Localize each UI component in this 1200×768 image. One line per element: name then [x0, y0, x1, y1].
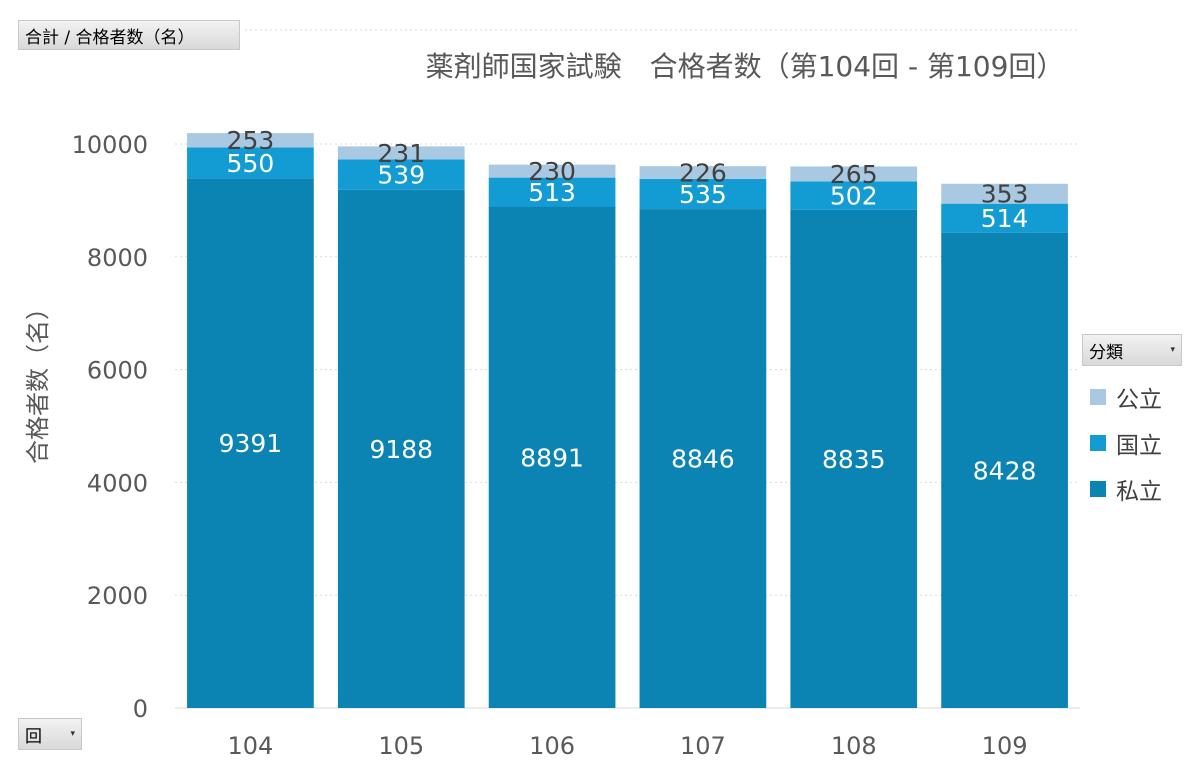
- data-label: 8891: [520, 443, 584, 472]
- x-tick-label: 105: [378, 732, 424, 760]
- bar-segment: [790, 181, 918, 210]
- data-label: 513: [528, 178, 576, 207]
- x-tick-label: 106: [529, 732, 575, 760]
- x-tick-label: 109: [982, 732, 1028, 760]
- chart-title: 薬剤師国家試験 合格者数（第104回 - 第109回）: [426, 50, 1065, 83]
- legend-item-national[interactable]: 国立: [1090, 420, 1162, 466]
- values-field-label: 合計 / 合格者数（名）: [25, 27, 195, 48]
- bar-segment: [790, 166, 918, 182]
- legend-field-label: 分類: [1089, 342, 1123, 363]
- x-tick-label: 108: [831, 732, 877, 760]
- legend-swatch: [1090, 481, 1106, 497]
- y-tick-label: 8000: [87, 244, 148, 272]
- y-tick-label: 2000: [87, 582, 148, 610]
- bar-segment: [337, 189, 465, 708]
- bar-segment: [187, 133, 314, 148]
- bar-segment: [187, 178, 314, 708]
- y-tick-label: 4000: [87, 469, 148, 497]
- bars: [187, 133, 1068, 708]
- bar-segment: [488, 164, 616, 178]
- legend-label: 国立: [1116, 433, 1162, 459]
- gridlines: [175, 143, 1080, 709]
- axis-field-button[interactable]: 回 ▾: [18, 718, 82, 750]
- bar-segment: [639, 209, 767, 708]
- data-label: 9391: [219, 429, 283, 458]
- bar-segment: [941, 232, 1068, 708]
- y-tick-label: 6000: [87, 357, 148, 385]
- bar-segment: [941, 183, 1068, 204]
- data-label: 539: [377, 161, 425, 190]
- data-label: 230: [528, 157, 576, 186]
- data-label: 535: [679, 180, 727, 209]
- legend: 公立 国立 私立: [1090, 374, 1162, 512]
- data-label: 9188: [369, 435, 433, 464]
- y-tick-label: 10000: [72, 131, 148, 159]
- data-label: 550: [227, 149, 275, 178]
- x-tick-label: 107: [680, 732, 726, 760]
- data-label: 253: [227, 126, 275, 155]
- bar-segment: [337, 159, 465, 190]
- y-axis-ticks: 0 2000 4000 6000 8000 10000: [72, 131, 148, 723]
- data-label: 8846: [671, 445, 735, 474]
- legend-field-button[interactable]: 分類 ▾: [1082, 334, 1182, 366]
- chevron-down-icon: ▾: [70, 729, 75, 739]
- data-label: 8835: [822, 445, 886, 474]
- bar-segment: [337, 146, 465, 160]
- data-label: 353: [981, 180, 1029, 209]
- legend-swatch: [1090, 389, 1106, 405]
- data-label: 265: [830, 160, 878, 189]
- data-label: 8428: [973, 456, 1037, 485]
- x-tick-label: 104: [228, 732, 274, 760]
- bar-segment: [488, 177, 616, 207]
- bar-segment: [941, 203, 1068, 233]
- data-label: 514: [981, 204, 1029, 233]
- legend-label: 公立: [1116, 387, 1162, 413]
- bar-segment: [639, 178, 767, 210]
- bar-segment: [488, 206, 616, 708]
- data-label: 502: [830, 182, 878, 211]
- legend-item-public[interactable]: 公立: [1090, 374, 1162, 420]
- legend-item-private[interactable]: 私立: [1090, 466, 1162, 512]
- data-label: 231: [377, 139, 425, 168]
- bar-segment: [790, 209, 918, 708]
- x-axis-ticks: 104 105 106 107 108 109: [228, 732, 1028, 760]
- bar-segment: [187, 147, 314, 179]
- values-field-button[interactable]: 合計 / 合格者数（名）: [18, 20, 240, 50]
- legend-swatch: [1090, 435, 1106, 451]
- chevron-down-icon: ▾: [1170, 345, 1175, 355]
- legend-label: 私立: [1116, 479, 1162, 505]
- y-tick-label: 0: [133, 695, 148, 723]
- y-axis-label: 合格者数（名）: [24, 296, 52, 464]
- bar-segment: [639, 166, 767, 179]
- axis-field-label: 回: [25, 726, 42, 747]
- data-label: 226: [679, 159, 727, 188]
